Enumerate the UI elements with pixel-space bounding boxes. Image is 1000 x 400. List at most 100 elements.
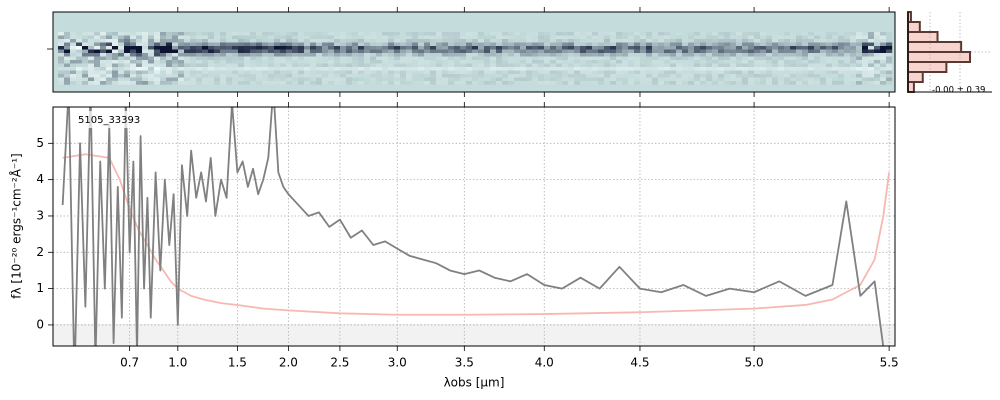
pixel: [406, 63, 413, 68]
pixel: [208, 32, 215, 36]
pixel: [478, 39, 485, 43]
pixel: [544, 53, 551, 57]
pixel: [550, 56, 557, 61]
pixel: [700, 39, 707, 43]
pixel: [472, 53, 479, 57]
pixel: [178, 35, 185, 40]
pixel: [376, 42, 383, 47]
pixel: [166, 81, 173, 85]
pixel: [448, 53, 455, 57]
pixel: [754, 60, 761, 64]
pixel: [604, 42, 611, 47]
pixel: [280, 49, 287, 54]
pixel: [700, 81, 707, 85]
pixel: [172, 49, 179, 54]
pixel: [502, 42, 509, 47]
pixel: [358, 67, 365, 71]
pixel: [220, 42, 227, 47]
pixel: [430, 53, 437, 57]
pixel: [748, 32, 755, 36]
pixel: [718, 56, 725, 61]
pixel: [694, 81, 701, 85]
pixel: [676, 81, 683, 85]
pixel: [436, 60, 443, 64]
pixel: [340, 49, 347, 54]
pixel: [868, 60, 875, 64]
hist-annotation: -0.00 ± 0.39: [932, 86, 985, 96]
pixel: [412, 46, 419, 50]
pixel: [664, 42, 671, 47]
pixel: [406, 42, 413, 47]
pixel: [736, 42, 743, 47]
pixel: [526, 60, 533, 64]
pixel: [514, 32, 521, 36]
pixel: [442, 49, 449, 54]
pixel: [688, 49, 695, 54]
pixel: [526, 81, 533, 85]
pixel: [610, 39, 617, 43]
pixel: [844, 63, 851, 68]
pixel: [376, 35, 383, 40]
pixel: [76, 74, 83, 78]
pixel: [880, 67, 887, 71]
pixel: [424, 39, 431, 43]
pixel: [130, 42, 137, 47]
pixel: [598, 53, 605, 57]
pixel: [106, 39, 113, 43]
pixel: [448, 74, 455, 78]
pixel: [154, 60, 161, 64]
pixel: [760, 35, 767, 40]
pixel: [562, 35, 569, 40]
pixel: [64, 49, 71, 54]
pixel: [280, 56, 287, 61]
pixel: [148, 39, 155, 43]
pixel: [94, 32, 101, 36]
plot-frame: [52, 106, 896, 347]
pixel: [646, 35, 653, 40]
pixel: [790, 60, 797, 64]
pixel: [502, 63, 509, 68]
hist-bar: [907, 61, 948, 73]
pixel: [532, 35, 539, 40]
pixel: [550, 53, 557, 57]
pixel: [520, 77, 527, 82]
pixel: [664, 56, 671, 61]
pixel: [130, 35, 137, 40]
pixel: [556, 53, 563, 57]
pixel: [232, 67, 239, 71]
pixel: [394, 32, 401, 36]
pixel: [490, 39, 497, 43]
x-tick-label: 3.0: [388, 356, 407, 370]
pixel: [106, 46, 113, 50]
pixel: [556, 74, 563, 78]
pixel: [268, 42, 275, 47]
pixel: [82, 39, 89, 43]
pixel: [622, 60, 629, 64]
pixel: [172, 77, 179, 82]
pixel: [736, 32, 743, 36]
pixel: [802, 60, 809, 64]
pixel: [298, 42, 305, 47]
pixel: [364, 46, 371, 50]
pixel: [88, 53, 95, 57]
pixel: [364, 53, 371, 57]
pixel: [868, 35, 875, 40]
pixel: [670, 81, 677, 85]
pixel: [412, 63, 419, 68]
pixel: [580, 60, 587, 64]
pixel: [154, 42, 161, 47]
pixel: [658, 35, 665, 40]
pixel: [310, 49, 317, 54]
hist-bar: [907, 21, 921, 33]
pixel: [220, 67, 227, 71]
pixel: [856, 67, 863, 71]
pixel: [664, 77, 671, 82]
pixel: [100, 60, 107, 64]
pixel: [616, 35, 623, 40]
pixel: [802, 49, 809, 54]
pixel: [460, 39, 467, 43]
pixel: [244, 74, 251, 78]
pixel: [334, 53, 341, 57]
pixel: [178, 53, 185, 57]
pixel: [826, 53, 833, 57]
